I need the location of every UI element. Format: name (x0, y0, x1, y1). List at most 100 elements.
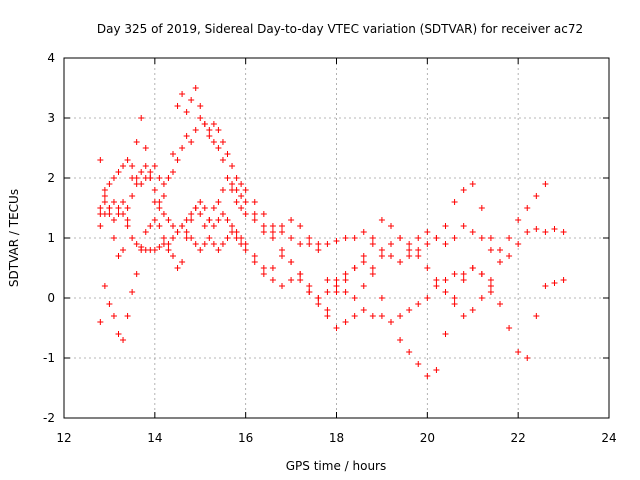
data-point (506, 235, 513, 241)
data-point (174, 265, 181, 271)
data-point (197, 103, 204, 109)
data-point (106, 181, 113, 187)
data-point (242, 247, 249, 253)
data-point (229, 187, 236, 193)
data-point (115, 169, 122, 175)
data-point (165, 247, 172, 253)
data-point (297, 277, 304, 283)
data-point (215, 145, 222, 151)
data-point (106, 211, 113, 217)
data-point (97, 205, 104, 211)
data-point (219, 241, 226, 247)
data-point (101, 193, 108, 199)
data-point (115, 253, 122, 259)
data-point (506, 325, 513, 331)
data-point (151, 187, 158, 193)
data-point (487, 277, 494, 283)
data-point (360, 307, 367, 313)
data-point (156, 223, 163, 229)
data-point (133, 139, 140, 145)
data-point (192, 127, 199, 133)
data-point (142, 145, 149, 151)
data-point (197, 115, 204, 121)
data-point (110, 313, 117, 319)
data-point (251, 259, 258, 265)
data-point (219, 211, 226, 217)
data-point (124, 223, 131, 229)
data-point (156, 244, 163, 250)
data-point (133, 241, 140, 247)
data-point (197, 247, 204, 253)
data-point (279, 283, 285, 289)
data-point (183, 109, 190, 115)
data-point (242, 187, 249, 193)
data-point (315, 241, 322, 247)
data-point (279, 229, 285, 235)
y-axis-label: SDTVAR / TECUs (7, 189, 21, 287)
data-point (206, 217, 213, 223)
data-point (306, 289, 313, 295)
data-point (101, 199, 108, 205)
data-point (315, 301, 322, 307)
data-point (129, 193, 136, 199)
data-point (487, 235, 494, 241)
data-point (378, 295, 385, 301)
data-point (251, 211, 258, 217)
data-point (179, 223, 186, 229)
data-point (97, 319, 104, 325)
data-point (533, 226, 540, 232)
series-B (97, 157, 567, 301)
data-point (433, 283, 440, 289)
data-point (360, 283, 367, 289)
data-point (219, 157, 226, 163)
data-point (233, 199, 240, 205)
data-point (151, 163, 158, 169)
data-point (524, 205, 531, 211)
data-point (288, 235, 295, 241)
data-point (288, 259, 295, 265)
y-tick-label: 4 (47, 51, 55, 65)
data-point (351, 313, 358, 319)
data-point (324, 277, 331, 283)
chart-title: Day 325 of 2019, Sidereal Day-to-day VTE… (97, 22, 583, 36)
x-tick-label: 18 (329, 431, 344, 445)
data-point (469, 265, 476, 271)
data-point (315, 295, 322, 301)
data-point (288, 217, 295, 223)
series-E (97, 85, 494, 319)
data-point (451, 301, 458, 307)
data-point (174, 229, 181, 235)
data-point (201, 121, 208, 127)
data-point (156, 175, 163, 181)
data-point (469, 307, 476, 313)
data-point (115, 331, 122, 337)
data-point (451, 271, 458, 277)
data-point (560, 277, 567, 283)
data-point (478, 205, 485, 211)
data-point (224, 235, 231, 241)
data-point (288, 277, 295, 283)
data-point (120, 211, 127, 217)
data-point (478, 295, 485, 301)
data-point (260, 271, 267, 277)
data-point (192, 85, 199, 91)
data-point (110, 235, 117, 241)
data-point (129, 163, 136, 169)
data-point (342, 289, 349, 295)
data-points (97, 85, 567, 379)
data-point (229, 223, 236, 229)
data-point (388, 241, 394, 247)
x-tick-label: 14 (147, 431, 162, 445)
data-point (551, 226, 558, 232)
data-point (487, 247, 494, 253)
data-point (324, 289, 331, 295)
data-point (160, 211, 167, 217)
data-point (201, 223, 208, 229)
data-point (192, 205, 199, 211)
data-point (424, 265, 431, 271)
data-point (333, 238, 340, 244)
data-point (129, 235, 136, 241)
data-point (360, 253, 367, 259)
data-point (183, 133, 190, 139)
data-point (183, 229, 190, 235)
